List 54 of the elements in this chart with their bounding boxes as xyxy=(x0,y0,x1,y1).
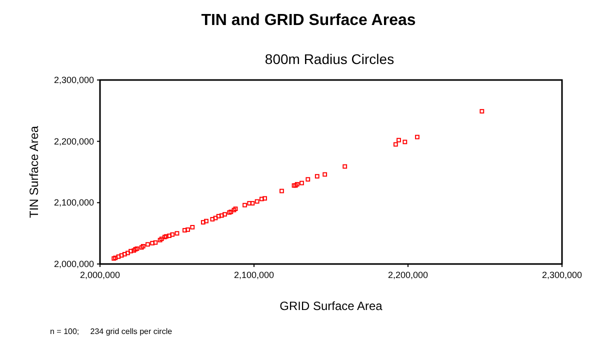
point xyxy=(122,252,127,256)
point xyxy=(480,109,484,114)
y-tick-label: 2,200,000 xyxy=(54,136,94,146)
point xyxy=(119,253,124,258)
x-axis-title: GRID Surface Area xyxy=(280,299,383,313)
x-tick-label: 2,300,000 xyxy=(542,270,582,280)
point xyxy=(260,196,264,202)
x-tick-label: 2,100,000 xyxy=(234,270,274,280)
point xyxy=(222,212,227,217)
point xyxy=(170,232,175,237)
chart-subtitle: 800m Radius Circles xyxy=(264,51,394,67)
point xyxy=(250,201,255,206)
point xyxy=(190,225,195,230)
point xyxy=(213,216,218,220)
point xyxy=(162,234,167,240)
chart-title: TIN and GRID Surface Areas xyxy=(201,12,416,29)
point xyxy=(254,199,260,204)
point xyxy=(415,134,420,140)
point xyxy=(164,234,168,239)
point xyxy=(150,240,155,246)
point xyxy=(186,227,190,232)
point xyxy=(216,214,221,218)
point xyxy=(322,172,328,177)
point xyxy=(219,213,224,218)
point xyxy=(153,240,158,245)
point xyxy=(342,164,348,169)
point xyxy=(174,231,180,236)
point xyxy=(126,250,130,256)
point xyxy=(280,188,284,194)
point xyxy=(393,142,398,147)
point xyxy=(146,242,150,247)
point xyxy=(116,254,121,259)
y-tick-label: 2,300,000 xyxy=(54,75,94,85)
point xyxy=(200,220,206,224)
point xyxy=(210,217,215,222)
point xyxy=(167,234,172,238)
point xyxy=(182,228,187,232)
point xyxy=(300,180,304,186)
point xyxy=(262,196,267,201)
text: n = 100; 234 grid cells per circle xyxy=(50,327,173,336)
point xyxy=(134,246,140,251)
point xyxy=(402,140,408,144)
point xyxy=(204,218,208,224)
point xyxy=(306,177,310,182)
y-tick-label: 2,100,000 xyxy=(54,198,94,208)
point xyxy=(314,174,320,178)
point xyxy=(242,202,247,208)
y-axis-title: TIN Surface Area xyxy=(27,126,41,218)
y-tick-label: 2,000,000 xyxy=(54,259,94,269)
point xyxy=(396,138,401,142)
x-tick-label: 2,200,000 xyxy=(388,270,428,280)
x-tick-label: 2,000,000 xyxy=(80,270,120,280)
point xyxy=(128,248,133,254)
point xyxy=(247,201,252,206)
